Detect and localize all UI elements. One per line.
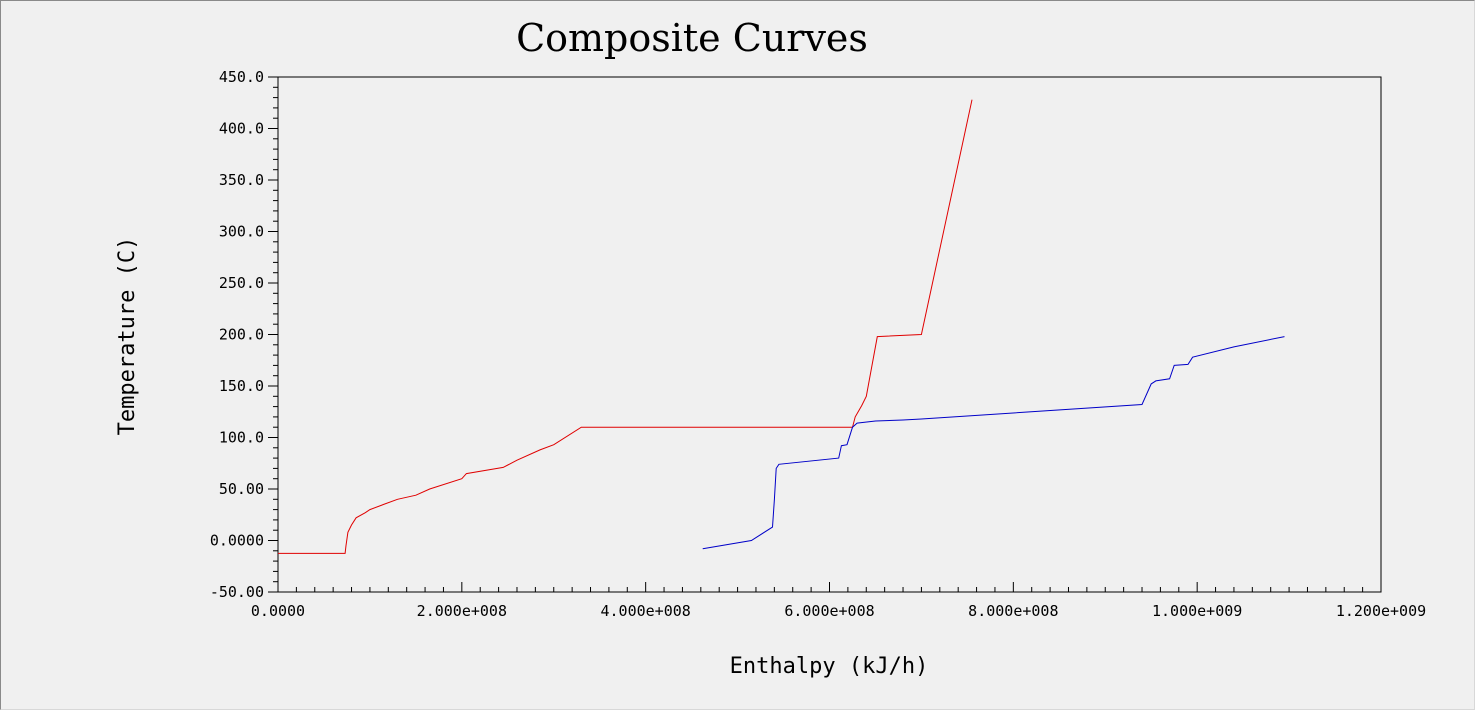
y-tick-label: 150.0	[219, 377, 264, 395]
y-tick-label: 50.00	[219, 480, 264, 498]
y-tick-label: 400.0	[219, 120, 264, 138]
y-tick-label: 0.0000	[210, 532, 264, 550]
y-tick-label: 300.0	[219, 223, 264, 241]
y-tick-label: 200.0	[219, 326, 264, 344]
x-axis-ticks: 0.0000 2.000e+008 4.000e+008 6.000e+008 8.00…	[251, 582, 1426, 620]
y-tick-label: 100.0	[219, 429, 264, 447]
y-axis-ticks: 450.0 400.0 350.0 300.0 250.0 200.0 150.0 100.0…	[210, 68, 278, 601]
y-tick-label: 250.0	[219, 274, 264, 292]
y-tick-label: 350.0	[219, 171, 264, 189]
x-tick-label: 1.200e+009	[1336, 602, 1426, 620]
y-tick-label: 450.0	[219, 68, 264, 86]
x-tick-label: 8.000e+008	[968, 602, 1058, 620]
x-tick-label: 2.000e+008	[417, 602, 507, 620]
y-tick-label: -50.00	[210, 583, 264, 601]
x-axis-label: Enthalpy (kJ/h)	[730, 654, 929, 679]
x-tick-label: 4.000e+008	[601, 602, 691, 620]
x-tick-label: 0.0000	[251, 602, 305, 620]
plot-area	[277, 76, 1382, 593]
y-axis-label: Temperature (C)	[115, 237, 140, 436]
hot-composite-curve	[278, 99, 973, 554]
chart-title: Composite Curves	[516, 16, 868, 60]
x-tick-label: 6.000e+008	[784, 602, 874, 620]
series-group	[278, 99, 1285, 554]
x-tick-label: 1.000e+009	[1152, 602, 1242, 620]
cold-composite-curve	[702, 336, 1285, 550]
